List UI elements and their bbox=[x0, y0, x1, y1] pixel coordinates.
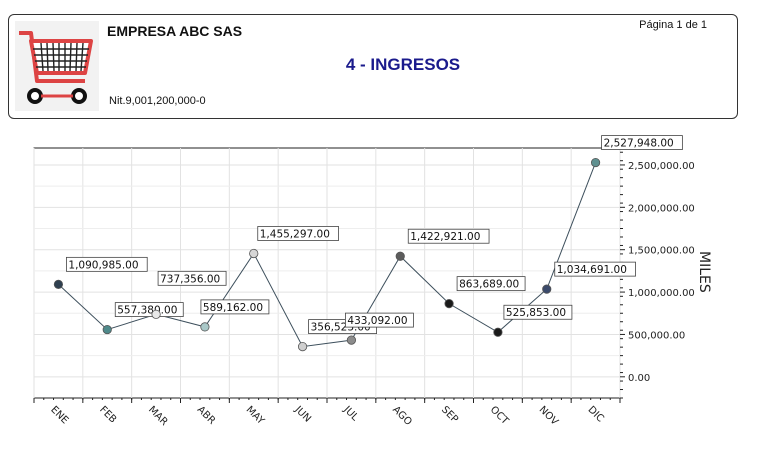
data-point bbox=[53, 279, 64, 289]
data-point bbox=[444, 299, 454, 309]
data-label-box bbox=[554, 261, 636, 277]
data-point bbox=[249, 248, 259, 259]
data-label: 525,853.00 bbox=[506, 307, 566, 319]
x-tick-label: AGO bbox=[390, 404, 414, 428]
x-tick-label: DIC bbox=[585, 404, 605, 424]
data-point bbox=[590, 157, 601, 168]
company-nit: Nit.9,001,200,000-0 bbox=[109, 95, 206, 107]
x-tick-label: ENE bbox=[48, 404, 70, 426]
data-label-box bbox=[257, 226, 339, 241]
y-tick-label: 1,000,000.00 bbox=[628, 288, 695, 299]
y-tick-label: 500,000.00 bbox=[628, 330, 685, 341]
data-label: 1,034,691.00 bbox=[557, 264, 627, 276]
y-tick-label: 2,000,000.00 bbox=[628, 203, 695, 214]
data-label-box bbox=[407, 228, 490, 244]
data-label-box bbox=[200, 299, 270, 315]
y-axis-title: MILES bbox=[696, 251, 712, 293]
data-label-box bbox=[114, 302, 184, 317]
y-tick-label: 1,500,000.00 bbox=[628, 246, 695, 257]
x-tick-label: MAR bbox=[146, 404, 170, 428]
data-label: 1,090,985.00 bbox=[68, 259, 138, 271]
data-label-box bbox=[503, 304, 573, 320]
data-point bbox=[542, 284, 552, 294]
data-label: 1,422,921.00 bbox=[410, 231, 480, 243]
data-label-box bbox=[66, 256, 148, 272]
data-label: 863,689.00 bbox=[459, 279, 519, 291]
x-tick-label: JUN bbox=[292, 404, 313, 425]
data-label-box bbox=[601, 135, 683, 150]
y-tick-label: 0.00 bbox=[628, 373, 650, 384]
data-label: 433,092.00 bbox=[347, 315, 407, 327]
shopping-cart-icon bbox=[15, 21, 99, 111]
data-label-box bbox=[345, 312, 414, 328]
data-label: 2,527,948.00 bbox=[604, 138, 674, 150]
data-point bbox=[493, 327, 503, 337]
data-point bbox=[151, 309, 161, 319]
x-tick-label: NOV bbox=[537, 404, 560, 427]
data-point bbox=[395, 251, 405, 261]
x-tick-label: FEB bbox=[97, 404, 118, 425]
x-tick-label: SEP bbox=[439, 404, 460, 425]
data-point bbox=[297, 341, 308, 352]
data-label-box bbox=[456, 276, 526, 292]
report-title: 4 - INGRESOS bbox=[345, 55, 461, 74]
data-label-box bbox=[157, 270, 227, 286]
data-point bbox=[346, 335, 357, 345]
data-point bbox=[102, 324, 112, 335]
report-header: EMPRESA ABC SAS Nit.9,001,200,000-0 Pági… bbox=[8, 14, 738, 119]
data-label: 589,162.00 bbox=[203, 302, 263, 314]
income-line-chart: 0.00 500,000.00 1,000,000.00 1,500,000.00 2,… bbox=[33, 135, 712, 428]
data-label: 1,455,297.00 bbox=[260, 228, 330, 240]
y-tick-label: 2,500,000.00 bbox=[628, 161, 695, 172]
data-label: 737,356.00 bbox=[160, 273, 220, 285]
x-tick-label: JUL bbox=[341, 404, 361, 424]
x-tick-label: ABR bbox=[195, 404, 217, 426]
x-tick-label: MAY bbox=[244, 404, 267, 427]
data-point bbox=[200, 322, 210, 332]
company-name: EMPRESA ABC SAS bbox=[107, 23, 243, 39]
x-tick-label: OCT bbox=[488, 404, 511, 427]
data-label: 557,380.00 bbox=[117, 305, 177, 317]
page-info: Página 1 de 1 bbox=[639, 19, 707, 31]
